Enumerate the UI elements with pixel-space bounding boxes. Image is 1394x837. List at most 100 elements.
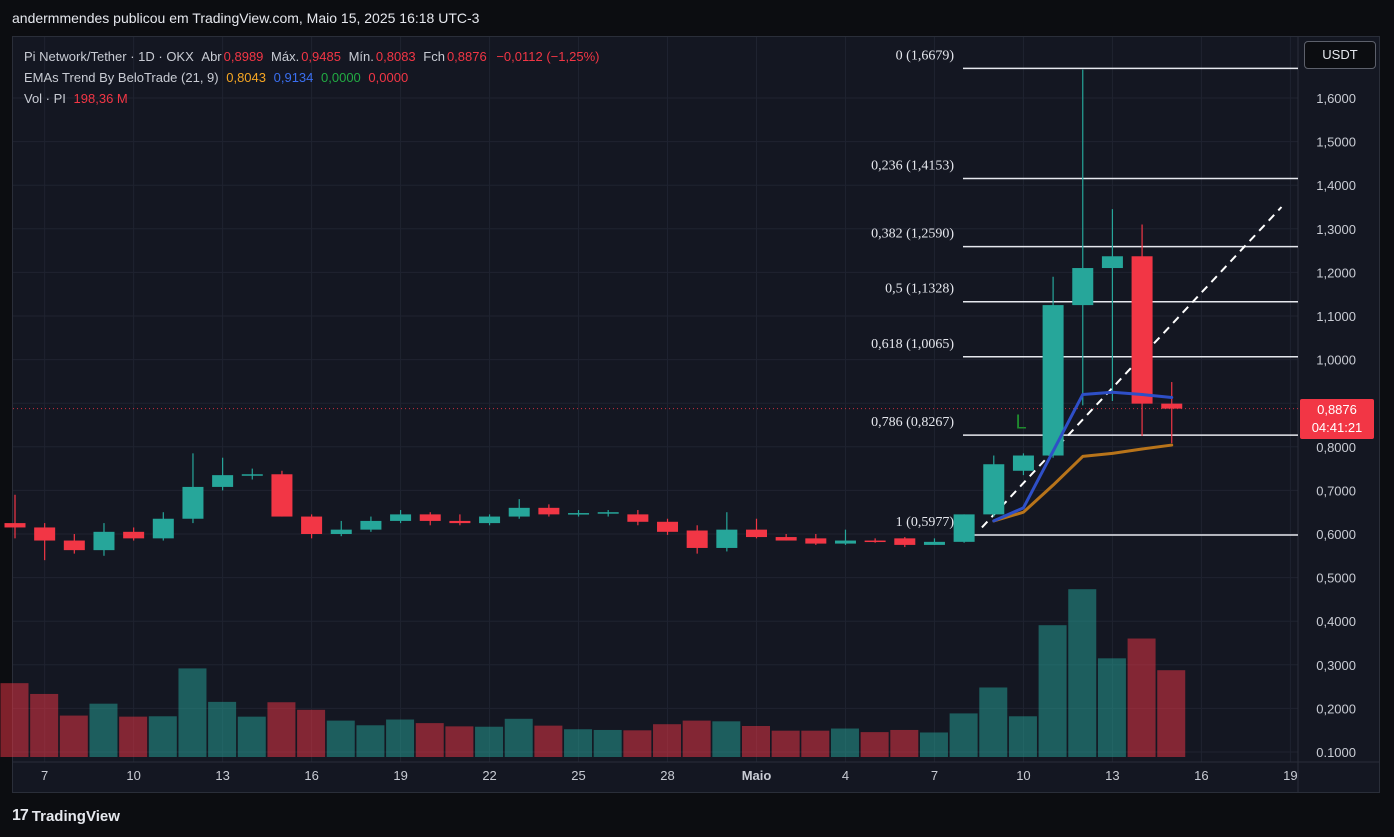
time-tick-label: 19 xyxy=(393,768,407,783)
brand-name: TradingView xyxy=(31,807,120,825)
candle-body xyxy=(212,475,234,487)
candle-body xyxy=(241,474,263,476)
volume-bar xyxy=(890,729,919,757)
volume-bar xyxy=(89,703,118,757)
time-tick-label: 10 xyxy=(1016,768,1030,783)
legend-ema-row: EMAs Trend By BeloTrade (21, 9) 0,8043 0… xyxy=(24,67,599,88)
candles xyxy=(4,69,1183,561)
volume-bar xyxy=(1157,670,1186,757)
price-tick-label: 1,0000 xyxy=(1316,353,1356,368)
fib-level-label: 0,382 (1,2590) xyxy=(871,227,954,242)
volume-bar xyxy=(386,719,415,757)
price-tick-label: 0,4000 xyxy=(1316,614,1356,629)
candle-body xyxy=(657,521,679,532)
candle-body xyxy=(1161,403,1183,409)
volume-bar xyxy=(356,725,385,757)
candle-body xyxy=(983,464,1005,515)
volume-bar xyxy=(771,730,800,757)
candle-body xyxy=(152,518,174,539)
candle-body xyxy=(390,514,412,521)
candle-body xyxy=(419,514,441,521)
price-tick-label: 0,6000 xyxy=(1316,527,1356,542)
tradingview-logo-icon: 17 xyxy=(12,807,29,824)
low-value: 0,8083 xyxy=(375,49,416,64)
ema-short-line xyxy=(992,390,1174,523)
volume-bar xyxy=(682,720,711,757)
symbol-title[interactable]: Pi Network/Tether · 1D · OKX xyxy=(24,49,194,64)
close-label: Fch xyxy=(423,49,445,64)
volume-bar xyxy=(949,713,978,757)
volume-bar xyxy=(1127,638,1156,757)
price-tick-label: 0,3000 xyxy=(1316,658,1356,673)
bar-countdown: 04:41:21 xyxy=(1311,420,1363,435)
candle-body xyxy=(301,516,323,534)
open-label: Abr xyxy=(201,49,222,64)
volume-bar xyxy=(1038,625,1067,757)
currency-unit-button[interactable]: USDT xyxy=(1304,41,1376,69)
time-tick-label: 4 xyxy=(842,768,849,783)
time-tick-label: 7 xyxy=(931,768,938,783)
attribution-text: andermmendes publicou em TradingView.com… xyxy=(12,10,480,26)
fib-level-label: 0,5 (1,1328) xyxy=(885,282,954,297)
candle-body xyxy=(538,507,560,515)
fib-level-label: 0 (1,6679) xyxy=(896,48,955,63)
price-tick-label: 0,8000 xyxy=(1316,440,1356,455)
volume-bar xyxy=(712,721,741,757)
time-tick-label: Maio xyxy=(742,768,772,783)
price-tick-label: 0,5000 xyxy=(1316,571,1356,586)
ema-indicator-title[interactable]: EMAs Trend By BeloTrade (21, 9) xyxy=(24,70,219,85)
time-tick-label: 25 xyxy=(571,768,585,783)
price-tick-label: 1,4000 xyxy=(1316,178,1356,193)
candle-body xyxy=(1101,256,1123,269)
candle-body xyxy=(1072,268,1094,306)
candle-body xyxy=(360,520,382,530)
candle-body xyxy=(449,520,471,524)
low-label: Mín. xyxy=(348,49,374,64)
candle-body xyxy=(330,529,352,534)
volume-bar xyxy=(119,716,148,757)
legend-volume-row: Vol · PI 198,36 M xyxy=(24,88,599,109)
volume-indicator-title[interactable]: Vol · PI xyxy=(24,91,66,106)
fibonacci-retracement: 0 (1,6679) 0,236 (1,4153) 0,382 (1,2590) 0,… xyxy=(871,48,1298,536)
time-tick-label: 28 xyxy=(660,768,674,783)
volume-bar xyxy=(475,726,504,757)
volume-bar xyxy=(1008,716,1037,757)
time-tick-label: 13 xyxy=(1105,768,1119,783)
price-axis-labels: 0.1000 0,2000 0,3000 0,4000 0,5000 0,6000 0,70… xyxy=(1316,91,1356,760)
ema-value-2: 0,9134 xyxy=(273,70,314,85)
ema-value-1: 0,8043 xyxy=(226,70,266,85)
volume-bars xyxy=(0,589,1186,757)
time-tick-label: 16 xyxy=(304,768,318,783)
volume-bar xyxy=(237,716,266,757)
volume-bar xyxy=(830,728,859,757)
volume-bar xyxy=(742,726,770,757)
candle-body xyxy=(1012,455,1034,471)
candle-body xyxy=(834,540,856,544)
candle-body xyxy=(1042,305,1064,456)
volume-bar xyxy=(564,729,593,757)
volume-bar xyxy=(1097,658,1126,757)
candle-body xyxy=(864,540,886,543)
fib-level-label: 0,618 (1,0065) xyxy=(871,337,954,352)
volume-bar xyxy=(415,723,444,757)
volume-bar xyxy=(148,716,177,757)
price-tick-label: 1,1000 xyxy=(1316,309,1356,324)
candle-body xyxy=(597,512,619,514)
volume-bar xyxy=(979,687,1008,757)
legend-ohlc-row: Pi Network/Tether · 1D · OKX Abr 0,8989 M… xyxy=(24,46,599,67)
high-label: Máx. xyxy=(271,49,300,64)
time-tick-label: 7 xyxy=(41,768,48,783)
open-value: 0,8989 xyxy=(223,49,264,64)
volume-bar xyxy=(445,726,474,757)
price-tick-label: 0.1000 xyxy=(1316,745,1356,760)
volume-bar xyxy=(653,724,682,757)
volume-bar xyxy=(0,683,29,757)
tradingview-brand[interactable]: 17 TradingView xyxy=(12,804,120,828)
trend-line xyxy=(981,206,1283,529)
candle-body xyxy=(34,527,56,541)
time-tick-label: 16 xyxy=(1194,768,1208,783)
volume-bar xyxy=(208,701,237,757)
volume-bar xyxy=(534,725,563,757)
price-tick-label: 0,7000 xyxy=(1316,483,1356,498)
